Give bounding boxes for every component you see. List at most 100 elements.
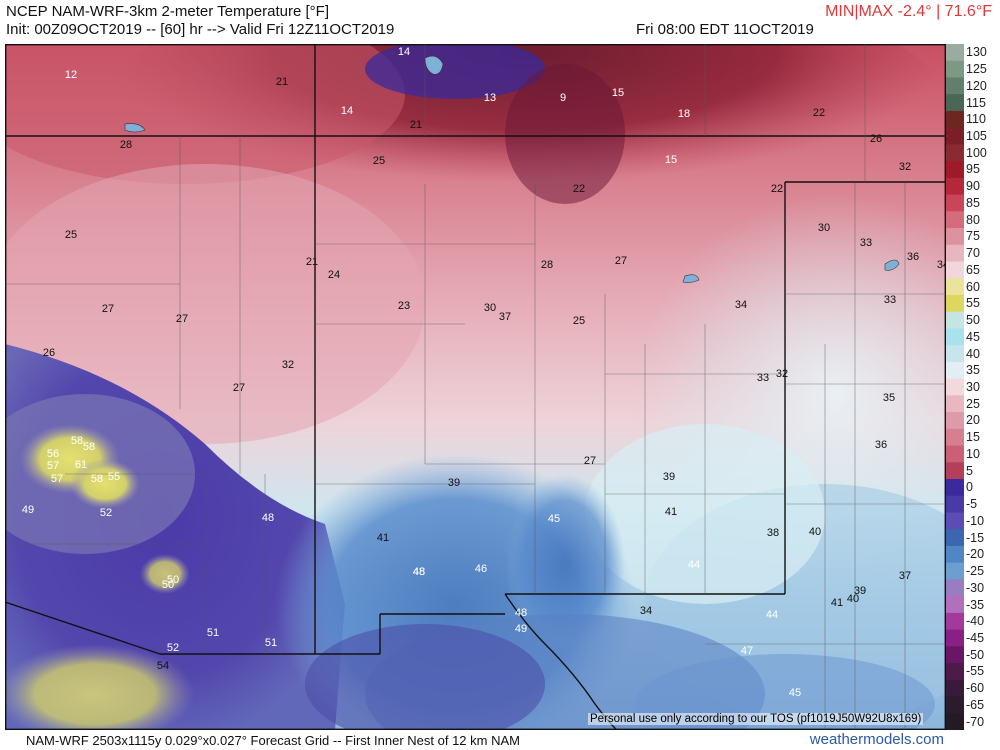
temperature-value-label: 27	[584, 455, 596, 467]
temperature-value-label: 47	[741, 645, 753, 657]
temperature-value-label: 41	[665, 506, 677, 518]
init-valid-line: Init: 00Z09OCT2019 -- [60] hr --> Valid …	[6, 21, 395, 38]
colorbar-tick-label: 60	[966, 279, 980, 294]
colorbar-tick-label: 55	[966, 296, 980, 311]
temperature-value-label: 21	[306, 256, 318, 268]
colorbar-swatch	[946, 428, 964, 447]
colorbar-tick-label: 15	[966, 430, 980, 445]
temperature-value-label: 40	[809, 526, 821, 538]
colorbar-swatch	[946, 228, 964, 246]
temperature-value-label: 12	[65, 69, 77, 81]
temperature-value-label: 32	[899, 161, 911, 173]
temperature-value-label: 50	[162, 579, 174, 591]
colorbar-swatch	[946, 144, 964, 162]
temperature-value-label: 41	[831, 597, 843, 609]
brand-link[interactable]: weathermodels.com	[809, 731, 944, 748]
colorbar-swatch	[946, 294, 964, 313]
colorbar-swatch	[946, 596, 964, 614]
colorbar-swatch	[946, 94, 964, 112]
colorbar-tick-label: -30	[966, 580, 985, 595]
temperature-value-label: 27	[615, 255, 627, 267]
temperature-value-label: 52	[167, 642, 179, 654]
temperature-value-label: 22	[771, 183, 783, 195]
colorbar-tick-label: -15	[966, 530, 985, 545]
temperature-value-label: 45	[548, 513, 560, 525]
temperature-value-label: 13	[484, 92, 496, 104]
colorbar-swatch	[946, 562, 964, 580]
colorbar-tick-label: 110	[966, 112, 986, 127]
colorbar-swatch	[946, 462, 964, 480]
colorbar-swatch	[946, 77, 964, 95]
temperature-value-label: 27	[233, 382, 245, 394]
colorbar-swatch	[946, 445, 964, 463]
temperature-value-label: 61	[75, 459, 87, 471]
temperature-value-label: 28	[120, 139, 132, 151]
temperature-value-label: 33	[757, 372, 769, 384]
temperature-value-label: 25	[373, 155, 385, 167]
colorbar-tick-label: -25	[966, 564, 985, 579]
colorbar-tick-label: 5	[966, 463, 973, 478]
temperature-value-label: 50	[167, 574, 179, 586]
colorbar-tick-label: 105	[966, 129, 987, 144]
colorbar-swatch	[946, 512, 964, 530]
colorbar-tick-label: -20	[966, 547, 985, 562]
temperature-value-label: 9	[560, 92, 566, 104]
colorbar-tick-label: -60	[966, 681, 985, 696]
temperature-value-label: 48	[413, 566, 425, 578]
temperature-value-label: 37	[499, 311, 511, 323]
temperature-value-label: 44	[688, 559, 700, 571]
colorbar-tick-label: 25	[966, 396, 980, 411]
temperature-value-label: 41	[377, 532, 389, 544]
colorbar-tick-label: 10	[966, 446, 980, 461]
colorbar-swatch	[946, 60, 964, 78]
colorbar-tick-label: -35	[966, 597, 985, 612]
temperature-value-label: 21	[276, 76, 288, 88]
temperature-value-label: 54	[157, 660, 169, 672]
colorbar-swatch	[946, 361, 964, 380]
colorbar-tick-label: 35	[966, 363, 980, 378]
colorbar-swatch	[946, 110, 964, 129]
temperature-value-label: 32	[776, 368, 788, 380]
colorbar-swatch	[946, 479, 964, 497]
colorbar-tick-label: -50	[966, 647, 985, 662]
temperature-value-label: 44	[766, 609, 778, 621]
temperature-value-label: 21	[410, 119, 422, 131]
colorbar-tick-label: -65	[966, 697, 985, 712]
temperature-value-label: 48	[515, 607, 527, 619]
colorbar-tick-label: 45	[966, 329, 980, 344]
colorbar-swatch	[946, 261, 964, 279]
temperature-value-label: 15	[612, 87, 624, 99]
colorbar-swatch	[946, 663, 964, 681]
colorbar-tick-label: 70	[966, 246, 980, 261]
colorbar-swatch	[946, 244, 964, 263]
temperature-value-label: 32	[282, 359, 294, 371]
colorbar-swatch	[946, 612, 964, 631]
colorbar-swatch	[946, 127, 964, 145]
tos-notice: Personal use only according to our TOS (…	[588, 713, 924, 725]
temperature-value-label: 49	[22, 504, 34, 516]
temperature-value-label: 34	[937, 259, 946, 271]
colorbar-swatch	[946, 412, 964, 430]
temperature-value-label: 57	[47, 460, 59, 472]
temperature-value-label: 57	[51, 473, 63, 485]
temperature-value-label: 14	[398, 46, 410, 58]
colorbar-tick-label: -40	[966, 614, 985, 629]
temperature-value-label: 18	[678, 108, 690, 120]
temperature-value-label: 49	[515, 623, 527, 635]
colorbar-swatch	[946, 713, 964, 730]
colorbar-tick-label: 20	[966, 413, 980, 428]
colorbar-swatch	[946, 311, 964, 329]
colorbar-swatch	[946, 161, 964, 179]
colorbar-tick-label: 90	[966, 179, 980, 194]
temperature-value-label: 51	[207, 627, 219, 639]
colorbar-swatch	[946, 211, 964, 229]
colorbar-tick-label: 30	[966, 380, 980, 394]
min-max-readout: MIN|MAX -2.4° | 71.6°F	[825, 3, 992, 20]
temperature-value-label: 22	[813, 107, 825, 119]
temperature-value-label: 22	[573, 183, 585, 195]
temperature-value-label: 52	[100, 507, 112, 519]
temperature-value-label: 15	[665, 154, 677, 166]
colorbar-tick-label: 85	[966, 195, 980, 210]
temperature-value-label: 24	[328, 269, 340, 281]
temperature-value-label: 58	[83, 441, 95, 453]
